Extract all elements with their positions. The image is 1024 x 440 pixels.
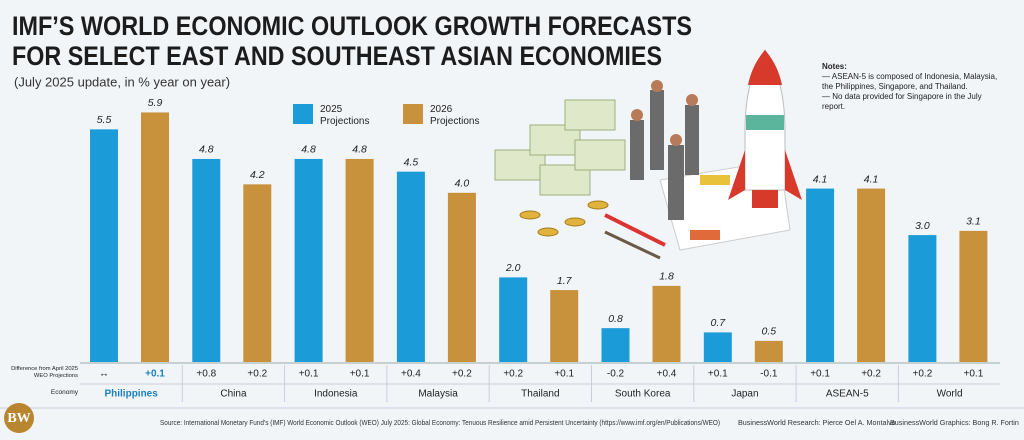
research-credit: BusinessWorld Research: Pierce Oel A. Mo… — [738, 418, 896, 427]
chart-title: IMF’S WORLD ECONOMIC OUTLOOK GROWTH FORE… — [12, 11, 692, 41]
bar — [345, 158, 374, 362]
bar — [754, 340, 783, 362]
category-label: Thailand — [521, 389, 559, 400]
notes: Notes: — ASEAN-5 is composed of Indonesia… — [822, 62, 1002, 112]
difference-label: +0.1 — [554, 369, 574, 380]
difference-label: +0.1 — [708, 369, 728, 380]
value-label: 4.2 — [250, 169, 265, 181]
legend-swatch — [293, 104, 313, 124]
bar — [857, 188, 886, 362]
category-label: Japan — [731, 389, 758, 400]
value-label: 4.5 — [404, 156, 419, 168]
bar — [499, 277, 528, 362]
value-label: 4.8 — [199, 144, 214, 156]
bar — [652, 285, 681, 362]
difference-label: +0.1 — [299, 369, 319, 380]
difference-label: +0.2 — [861, 369, 881, 380]
bar — [294, 158, 323, 362]
difference-label: +0.1 — [145, 369, 165, 380]
difference-label: +0.4 — [401, 369, 421, 380]
value-label: 5.5 — [97, 114, 112, 126]
bar — [806, 188, 835, 362]
category-label: China — [220, 389, 247, 400]
bar — [703, 332, 732, 362]
row-label: Economy — [50, 389, 78, 396]
value-label: 3.1 — [966, 216, 981, 228]
logo-badge — [4, 403, 34, 433]
value-label: 0.5 — [761, 326, 776, 338]
bar — [243, 184, 272, 362]
category-label: World — [937, 389, 963, 400]
difference-label: +0.8 — [196, 369, 216, 380]
bar — [141, 112, 169, 363]
value-label: 4.1 — [864, 173, 879, 185]
bar — [601, 328, 630, 362]
difference-label: +0.1 — [810, 369, 830, 380]
value-label: 5.9 — [148, 97, 163, 109]
category-label: ASEAN-5 — [826, 389, 869, 400]
bar — [550, 290, 579, 362]
difference-label: -0.1 — [760, 369, 778, 380]
difference-label: -0.2 — [607, 369, 625, 380]
category-label: Indonesia — [314, 389, 358, 400]
bar — [192, 158, 221, 362]
difference-label: +0.1 — [964, 369, 984, 380]
illustration — [494, 49, 802, 260]
value-label: 4.8 — [352, 144, 367, 156]
graphics-credit: BusinessWorld Graphics: Bong R. Fortin — [890, 418, 1019, 427]
value-label: 1.7 — [557, 275, 573, 287]
value-label: 0.7 — [710, 317, 726, 329]
value-label: 2.0 — [505, 262, 521, 274]
bar — [908, 235, 937, 362]
value-label: 4.0 — [455, 178, 470, 190]
difference-label: +0.2 — [503, 369, 523, 380]
category-label: Malaysia — [418, 389, 458, 400]
bar — [959, 230, 988, 362]
difference-label: +0.4 — [657, 369, 677, 380]
note: — ASEAN-5 is composed of Indonesia, Mala… — [822, 72, 998, 91]
notes-heading: Notes: — [822, 62, 847, 71]
difference-label: ↔ — [99, 369, 109, 380]
category-label: Philippines — [104, 389, 158, 400]
chart-title: FOR SELECT EAST AND SOUTHEAST ASIAN ECON… — [12, 41, 662, 71]
value-label: 0.8 — [608, 313, 623, 325]
value-label: 4.8 — [301, 144, 316, 156]
note: — No data provided for Singapore in the … — [822, 92, 982, 111]
value-label: 3.0 — [915, 220, 930, 232]
bar — [447, 192, 476, 362]
difference-label: +0.1 — [350, 369, 370, 380]
bar — [396, 171, 425, 362]
difference-label: +0.2 — [452, 369, 472, 380]
category-label: South Korea — [615, 389, 671, 400]
value-label: 4.1 — [813, 173, 828, 185]
legend-entry: 2025 Projections — [320, 104, 370, 127]
logo: BW — [7, 411, 30, 426]
row-label: Difference from April 2025 WEO Projectio… — [11, 366, 78, 379]
bar — [90, 129, 118, 362]
legend-swatch — [403, 104, 423, 124]
source: Source: International Monetary Fund’s (I… — [160, 418, 720, 427]
legend-entry: 2026 Projections — [430, 104, 480, 127]
chart-subtitle: (July 2025 update, in % year on year) — [14, 74, 230, 89]
difference-label: +0.2 — [913, 369, 933, 380]
difference-label: +0.2 — [247, 369, 267, 380]
value-label: 1.8 — [659, 271, 674, 283]
